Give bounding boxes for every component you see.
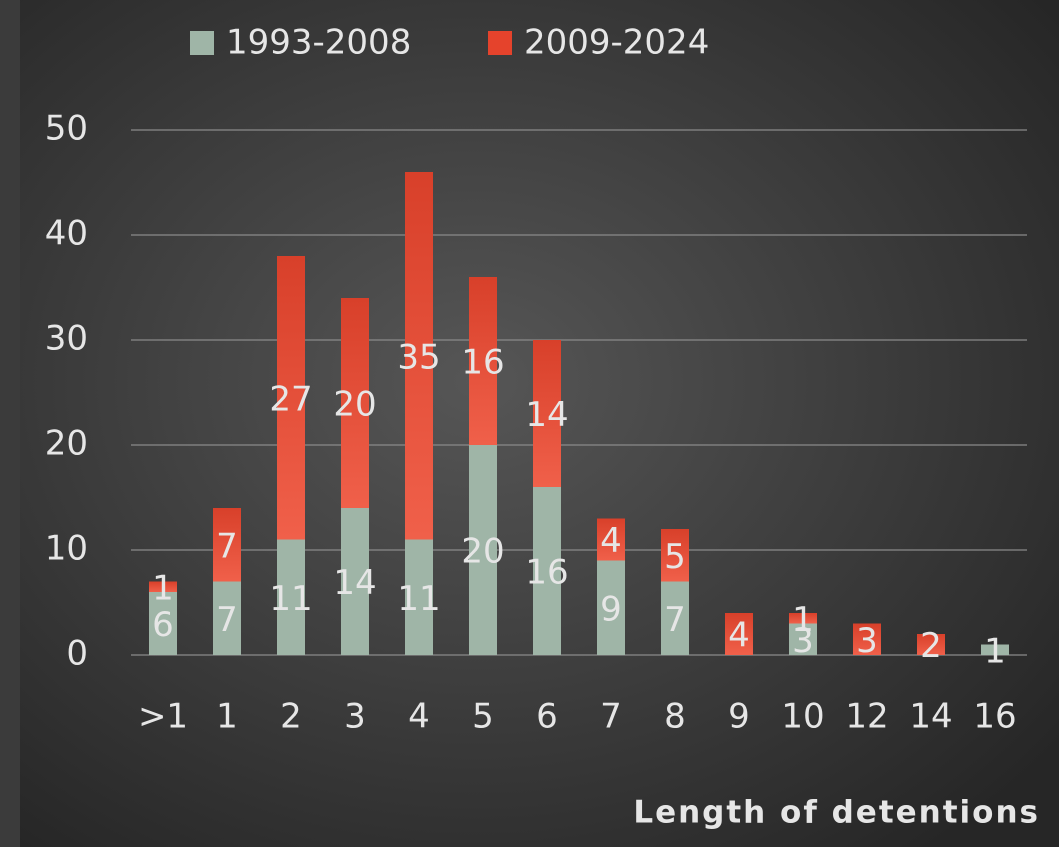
x-tick-label: 8 bbox=[664, 697, 686, 737]
y-tick-label: 0 bbox=[66, 634, 88, 674]
y-tick-label: 50 bbox=[45, 109, 88, 149]
x-tick-label: 3 bbox=[344, 697, 366, 737]
data-label: 27 bbox=[269, 379, 312, 419]
bar-segment bbox=[469, 445, 497, 655]
data-label: 20 bbox=[461, 532, 504, 572]
x-tick-label: 2 bbox=[280, 697, 302, 737]
bar-segment bbox=[405, 539, 433, 655]
data-label: 1 bbox=[792, 600, 814, 640]
data-label: 20 bbox=[333, 385, 376, 425]
data-label: 35 bbox=[397, 337, 440, 377]
data-label: 9 bbox=[600, 589, 622, 629]
left-strip bbox=[0, 0, 20, 847]
data-label: 16 bbox=[461, 343, 504, 383]
bar-segment bbox=[341, 298, 369, 508]
data-label: 3 bbox=[856, 621, 878, 661]
x-tick-label: 16 bbox=[973, 697, 1016, 737]
bar-segment bbox=[725, 613, 753, 655]
legend-swatch bbox=[488, 31, 512, 55]
x-tick-label: 7 bbox=[600, 697, 622, 737]
bar-segment bbox=[405, 172, 433, 540]
bar-segment bbox=[597, 518, 625, 561]
bar-segment bbox=[597, 560, 625, 655]
data-label: 14 bbox=[333, 563, 376, 603]
bar-segment bbox=[533, 340, 561, 487]
bar-segment bbox=[661, 529, 689, 582]
y-tick-label: 40 bbox=[45, 214, 88, 254]
data-label: 11 bbox=[269, 579, 312, 619]
data-label: 2 bbox=[920, 626, 942, 666]
bar-segment bbox=[149, 581, 177, 592]
bar-segment bbox=[469, 277, 497, 445]
bar-segment bbox=[853, 623, 881, 655]
data-label: 7 bbox=[216, 600, 238, 640]
bar-segment bbox=[277, 539, 305, 655]
legend-label: 2009-2024 bbox=[524, 23, 709, 63]
data-label: 4 bbox=[600, 521, 622, 561]
bar-segment bbox=[533, 487, 561, 655]
data-label: 6 bbox=[152, 605, 174, 645]
x-tick-label: >1 bbox=[138, 697, 188, 737]
x-tick-label: 5 bbox=[472, 697, 494, 737]
x-tick-label: 14 bbox=[909, 697, 952, 737]
bar-segment bbox=[341, 508, 369, 655]
bar-segment bbox=[277, 256, 305, 540]
x-tick-label: 6 bbox=[536, 697, 558, 737]
x-tick-label: 4 bbox=[408, 697, 430, 737]
data-label: 1 bbox=[984, 631, 1006, 671]
x-axis-title: Length of detentions bbox=[633, 795, 1040, 831]
x-tick-label: 1 bbox=[216, 697, 238, 737]
data-label: 5 bbox=[664, 537, 686, 577]
bar-segment bbox=[213, 581, 241, 655]
bar-segment bbox=[789, 623, 817, 655]
bar-segment bbox=[661, 581, 689, 655]
data-label: 4 bbox=[728, 616, 750, 656]
data-label: 1 bbox=[152, 568, 174, 608]
data-label: 3 bbox=[792, 621, 814, 661]
bar-segment bbox=[789, 613, 817, 624]
x-tick-label: 12 bbox=[845, 697, 888, 737]
data-label: 11 bbox=[397, 579, 440, 619]
data-label: 16 bbox=[525, 553, 568, 593]
bar-segment bbox=[917, 634, 945, 655]
y-tick-label: 20 bbox=[45, 424, 88, 464]
x-tick-label: 10 bbox=[781, 697, 824, 737]
x-tick-label: 9 bbox=[728, 697, 750, 737]
y-tick-label: 10 bbox=[45, 529, 88, 569]
data-label: 7 bbox=[664, 600, 686, 640]
bar-segment bbox=[213, 508, 241, 582]
data-label: 7 bbox=[216, 526, 238, 566]
y-tick-label: 30 bbox=[45, 319, 88, 359]
bar-segment bbox=[149, 592, 177, 655]
bar-segment bbox=[981, 644, 1009, 655]
data-label: 14 bbox=[525, 395, 568, 435]
legend-label: 1993-2008 bbox=[226, 23, 411, 63]
legend-swatch bbox=[190, 31, 214, 55]
